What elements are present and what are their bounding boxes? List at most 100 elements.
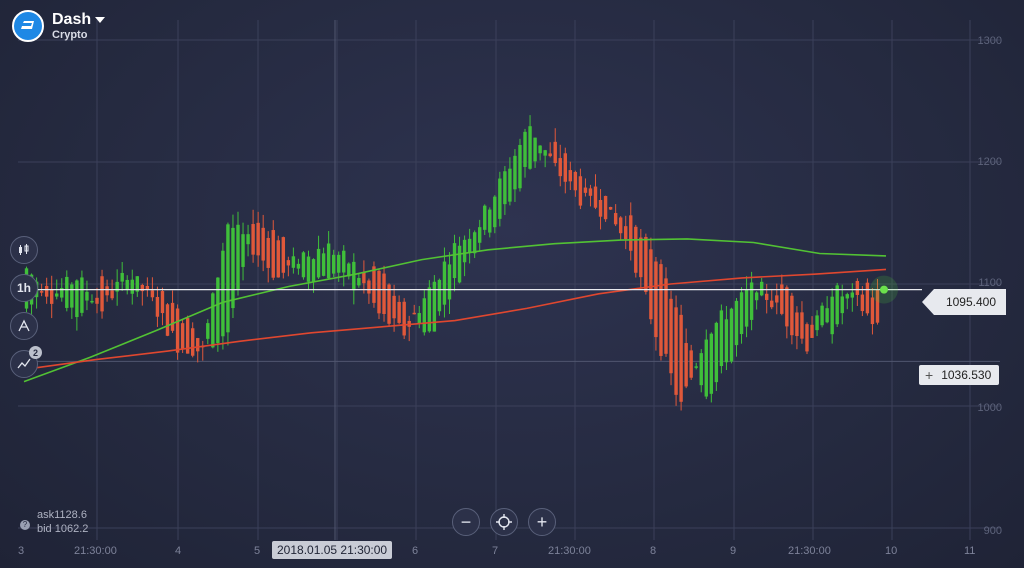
x-tick-label: 6 <box>412 545 419 557</box>
crosshair-icon[interactable] <box>490 508 518 536</box>
candle-body <box>573 171 578 191</box>
candle-body <box>372 266 376 303</box>
candle-body <box>462 239 467 263</box>
candle-body <box>790 295 794 336</box>
candle-body <box>286 260 291 266</box>
candle-body <box>472 232 477 254</box>
candle-body <box>165 304 170 336</box>
zoom-out-button[interactable]: − <box>452 508 480 536</box>
candle-body <box>316 248 321 278</box>
current-price-dot <box>880 285 888 294</box>
candlestick-icon[interactable] <box>10 236 38 264</box>
candle-body <box>568 170 573 182</box>
y-tick-label: 1100 <box>978 277 1002 289</box>
candle-body <box>704 339 708 397</box>
candle-body <box>795 312 799 337</box>
candle-body <box>759 281 764 296</box>
candle-body <box>528 126 532 169</box>
candle-body <box>875 289 880 323</box>
candle-body <box>488 209 492 233</box>
x-tick-label: 21:30:00 <box>548 545 591 557</box>
candle-body <box>115 281 119 292</box>
candle-body <box>49 289 54 304</box>
candle-body <box>629 215 633 251</box>
candle-body <box>734 300 739 346</box>
candle-body <box>236 224 240 290</box>
candle-body <box>603 195 608 220</box>
candle-body <box>321 253 326 276</box>
info-icon[interactable]: ? <box>20 520 30 530</box>
candle-body <box>291 256 296 268</box>
candle-body <box>719 310 724 367</box>
candle-body <box>513 155 517 190</box>
candle-body <box>709 333 714 394</box>
candle-body <box>326 243 331 279</box>
candle-body <box>55 293 59 297</box>
candle-body <box>618 217 623 234</box>
candle-body <box>175 308 180 353</box>
candle-body <box>744 289 749 327</box>
candle-body <box>412 312 416 315</box>
candle-body <box>221 250 225 337</box>
candle-body <box>352 261 356 291</box>
candle-body <box>362 271 366 284</box>
candle-body <box>281 237 286 273</box>
candle-body <box>583 187 588 193</box>
candle-body <box>825 308 829 323</box>
candle-body <box>216 277 220 344</box>
timeframe-button[interactable]: 1h <box>10 274 38 302</box>
candle-body <box>558 158 562 177</box>
candle-body <box>689 350 693 378</box>
candle-body <box>65 276 69 308</box>
add-alert-button[interactable]: + <box>925 367 934 383</box>
indicators-icon[interactable]: 2 <box>10 346 42 378</box>
candle-body <box>664 278 668 354</box>
candle-body <box>75 280 79 318</box>
candle-body <box>543 150 547 156</box>
candle-body <box>754 292 759 301</box>
candle-body <box>654 261 658 338</box>
candle-body <box>347 263 351 277</box>
candle-body <box>331 254 336 274</box>
candle-body <box>613 213 618 225</box>
candle-body <box>387 284 391 324</box>
x-tick-label: 8 <box>650 545 657 557</box>
candle-body <box>231 227 235 309</box>
asset-selector[interactable]: Dash Crypto <box>12 10 106 42</box>
candle-body <box>90 300 94 303</box>
candle-body <box>518 144 522 189</box>
candle-body <box>714 322 719 383</box>
candle-body <box>190 328 195 356</box>
caret-down-icon[interactable] <box>95 16 106 23</box>
crosshair-time-label: 2018.01.05 21:30:00 <box>272 541 393 559</box>
ask-value: ask1128.6 <box>37 509 87 521</box>
candle-body <box>850 292 855 298</box>
candle-body <box>659 264 663 356</box>
drawing-tool-icon[interactable] <box>10 312 38 340</box>
candle-body <box>377 270 381 314</box>
asset-category: Crypto <box>52 29 88 41</box>
zoom-in-button[interactable]: + <box>528 508 556 536</box>
candle-body <box>553 141 557 163</box>
x-tick-label: 4 <box>175 545 182 557</box>
candle-body <box>397 301 401 323</box>
candle-body <box>427 287 432 332</box>
candle-body <box>634 226 638 273</box>
candle-body <box>447 264 452 300</box>
candle-body <box>624 226 628 239</box>
candle-body <box>442 261 447 305</box>
candle-body <box>105 286 109 296</box>
candle-body <box>367 280 371 294</box>
bid-value: bid 1062.2 <box>37 523 89 535</box>
candle-body <box>85 291 89 301</box>
candle-body <box>780 284 784 314</box>
candle-body <box>674 307 678 395</box>
crosshair-price-tag: + 1036.530 <box>919 365 1000 385</box>
y-tick-label: 1000 <box>977 402 1002 414</box>
indicators-badge: 2 <box>29 346 42 359</box>
candle-body <box>120 272 124 282</box>
candle-body <box>70 284 74 308</box>
candle-body <box>815 315 819 331</box>
